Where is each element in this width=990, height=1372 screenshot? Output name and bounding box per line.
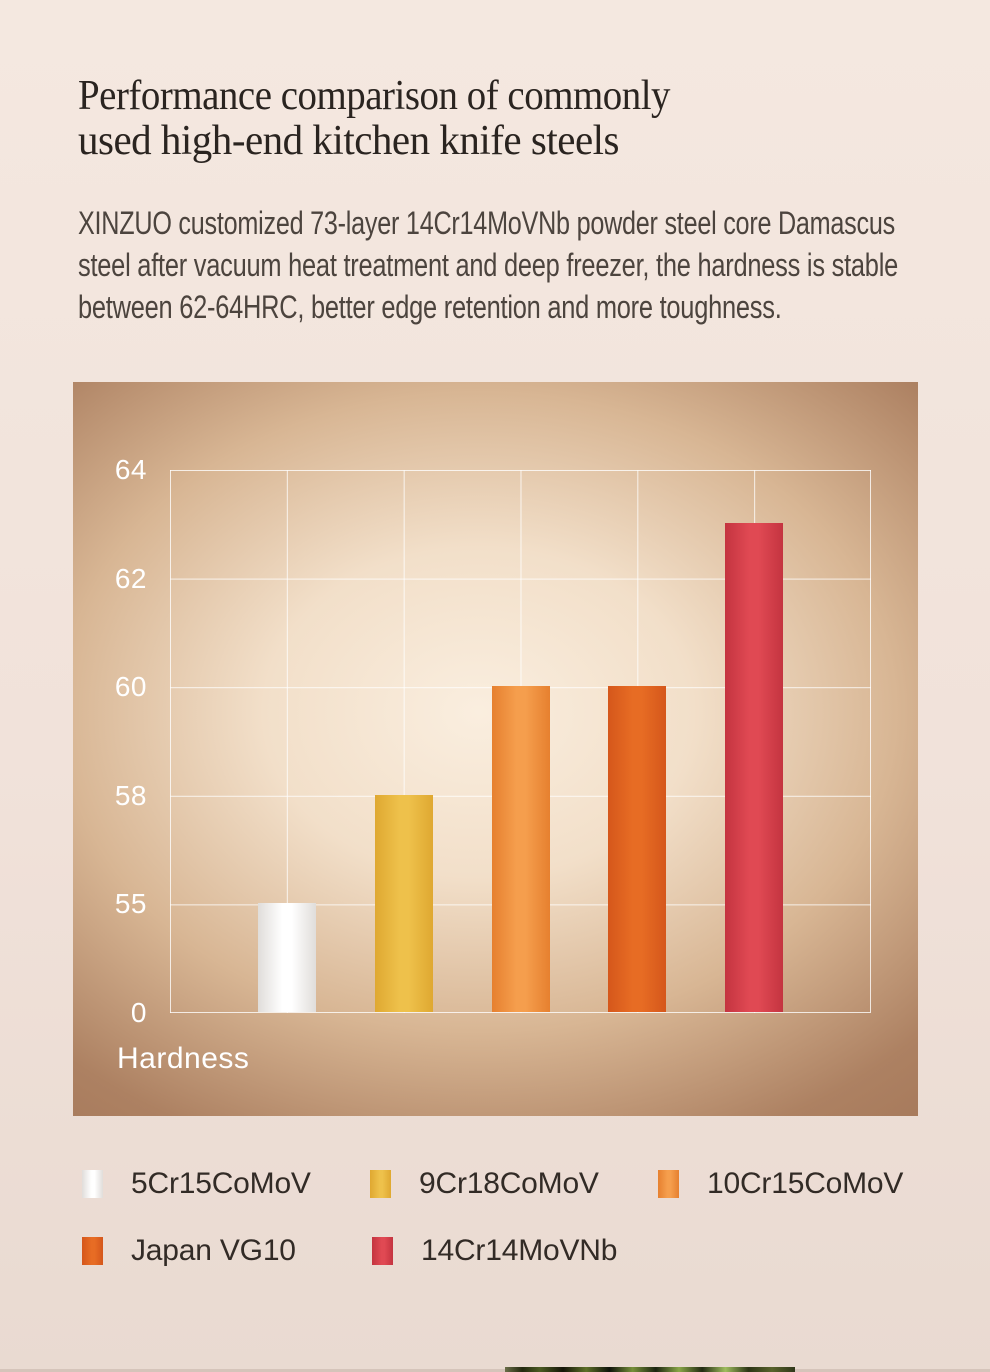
legend-label: 9Cr18CoMoV <box>419 1167 599 1200</box>
bar-Japan VG10 <box>608 686 667 1012</box>
y-tick-62: 62 <box>114 563 147 594</box>
intro-line-2: steel after vacuum heat treatment and de… <box>78 247 898 283</box>
legend-swatch-japan-vg10 <box>82 1237 103 1265</box>
legend-swatch-14cr14movnb <box>372 1237 393 1265</box>
y-tick-64: 64 <box>114 454 147 485</box>
legend-item-14cr14movnb: 14Cr14MoVNb <box>372 1234 618 1267</box>
page-title-line-2: used high-end kitchen knife steels <box>78 118 619 164</box>
intro-paragraph: XINZUO customized 73-layer 14Cr14MoVNb p… <box>78 202 900 328</box>
next-section-image-sliver <box>505 1367 795 1372</box>
legend-label: 14Cr14MoVNb <box>421 1234 618 1267</box>
y-tick-58: 58 <box>114 780 147 811</box>
bar-9Cr18CoMoV <box>374 794 433 1012</box>
legend-item-9cr18comov: 9Cr18CoMoV <box>370 1167 599 1200</box>
legend-item-japan-vg10: Japan VG10 <box>82 1234 296 1267</box>
chart-grid <box>170 470 871 1013</box>
page-title-line-1: Performance comparison of commonly <box>78 73 670 119</box>
bar-5Cr15CoMoV <box>257 903 316 1012</box>
y-tick-60: 60 <box>114 671 147 702</box>
legend-item-10cr15comov: 10Cr15CoMoV <box>658 1167 904 1200</box>
intro-line-3: between 62-64HRC, better edge retention … <box>78 289 782 325</box>
bar-14Cr14MoVNb <box>725 523 784 1012</box>
y-tick-55: 55 <box>114 888 147 919</box>
axis-label-hardness: Hardness <box>117 1042 250 1075</box>
legend-label: Japan VG10 <box>131 1234 296 1267</box>
intro-line-1: XINZUO customized 73-layer 14Cr14MoVNb p… <box>78 205 895 241</box>
bar-10Cr15CoMoV <box>491 686 550 1012</box>
legend-label: 10Cr15CoMoV <box>707 1167 904 1200</box>
legend-swatch-9cr18comov <box>370 1170 391 1198</box>
hardness-chart-panel: 64 62 60 58 55 0 Hardness <box>73 382 918 1116</box>
legend-item-5cr15comov: 5Cr15CoMoV <box>82 1167 311 1200</box>
next-section-edge <box>0 1369 990 1372</box>
legend-swatch-5cr15comov <box>82 1170 103 1198</box>
page-title: Performance comparison of commonly used … <box>78 74 718 164</box>
legend-label: 5Cr15CoMoV <box>131 1167 311 1200</box>
y-tick-0: 0 <box>130 997 147 1028</box>
legend-swatch-10cr15comov <box>658 1170 679 1198</box>
